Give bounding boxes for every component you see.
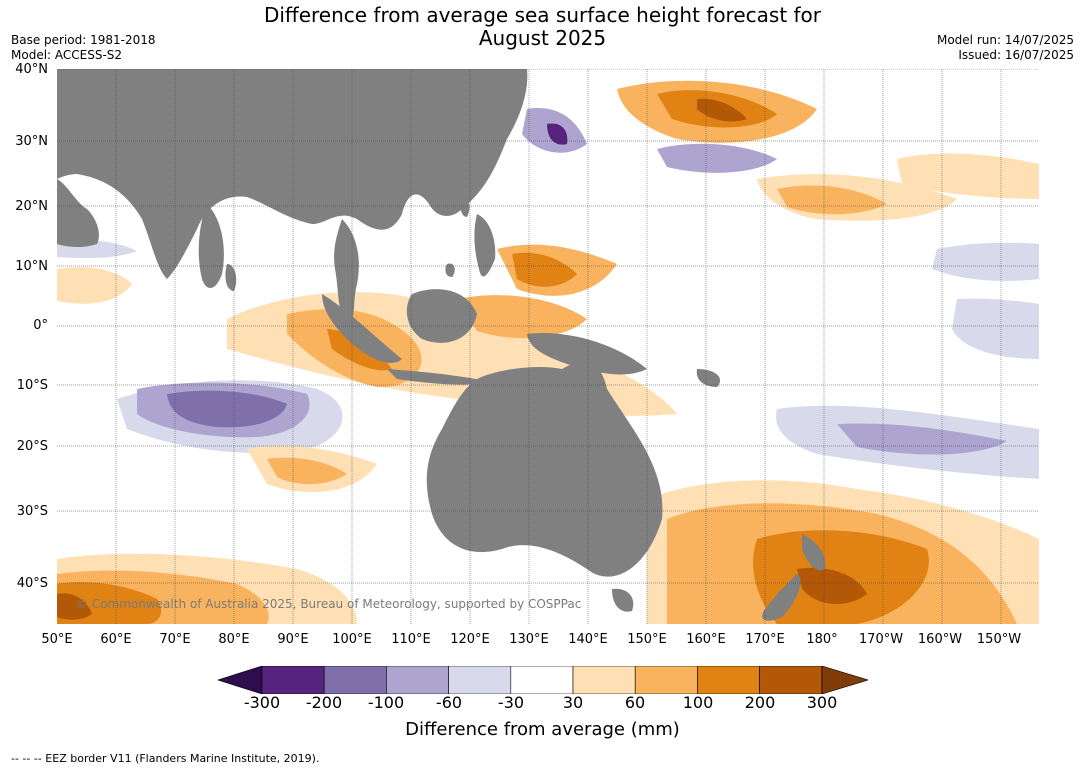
- colorbar-swatch-5: [510, 666, 574, 694]
- pos-band-60-b: [457, 295, 587, 339]
- lon-label-50e: 50°E: [41, 632, 73, 647]
- neg-east-china-core: [547, 123, 568, 145]
- lon-label-150w: 150°W: [976, 632, 1022, 647]
- lon-label-120e: 120°E: [450, 632, 490, 647]
- colorbar-swatch-3: [386, 666, 449, 694]
- pos-kuroshio-max: [697, 98, 747, 122]
- pos-south-indian-a-core: [267, 457, 347, 485]
- lon-label-180: 180°: [806, 632, 838, 647]
- meta-right: Model run: 14/07/2025 Issued: 16/07/2025: [937, 33, 1074, 63]
- india-landmass: [198, 204, 224, 289]
- lon-label-80e: 80°E: [218, 632, 250, 647]
- lat-label-40n: 40°N: [15, 62, 48, 77]
- colorbar-swatch-9: [759, 666, 823, 694]
- colorbar: [218, 666, 868, 694]
- lat-label-30n: 30°N: [15, 134, 48, 149]
- colorbar-tick-8: 100: [682, 693, 714, 712]
- neg-equatorial-east: [952, 298, 1039, 359]
- lon-label-130e: 130°E: [509, 632, 549, 647]
- model-run: Model run: 14/07/2025: [936, 33, 1074, 47]
- meta-left: Base period: 1981-2018 Model: ACCESS-S2: [11, 33, 156, 63]
- eez-footnote: -- -- -- EEZ border V11 (Flanders Marine…: [11, 752, 320, 765]
- lat-label-10n: 10°N: [15, 259, 48, 274]
- anomaly-field: [57, 80, 1039, 624]
- pos-southern-ocean-200: [57, 593, 92, 620]
- lon-label-110e: 110°E: [391, 632, 431, 647]
- pos-arabian-sea: [57, 267, 132, 304]
- pos-npac-east: [897, 153, 1039, 199]
- lon-label-90e: 90°E: [277, 632, 309, 647]
- colorbar-label: Difference from average (mm): [405, 719, 680, 740]
- lat-label-30s: 30°S: [16, 504, 48, 519]
- colorbar-tick-3: -100: [367, 693, 405, 712]
- lon-label-140e: 140°E: [568, 632, 608, 647]
- colorbar-swatch-7: [634, 666, 698, 694]
- malay-peninsula-landmass: [334, 219, 359, 324]
- lon-label-160w: 160°W: [917, 632, 963, 647]
- colorbar-tick-5: -30: [497, 693, 525, 712]
- map-area[interactable]: [57, 69, 1039, 624]
- colorbar-tick-9: 200: [744, 693, 776, 712]
- neg-npac-east: [932, 242, 1039, 281]
- sumatra-landmass: [322, 294, 402, 363]
- colorbar-tick-2: -200: [305, 693, 343, 712]
- colorbar-tick-4: -60: [435, 693, 463, 712]
- colorbar-swatch-2: [323, 666, 387, 694]
- lat-label-0: 0°: [33, 318, 48, 333]
- colorbar-swatch-8: [697, 666, 760, 694]
- colorbar-tick-1: -300: [243, 693, 281, 712]
- lon-label-160e: 160°E: [686, 632, 726, 647]
- borneo-landmass: [406, 289, 477, 343]
- colorbar-tick-10: 300: [806, 693, 838, 712]
- chart-title: Difference from average sea surface heig…: [0, 4, 1085, 50]
- base-period: Base period: 1981-2018: [11, 33, 156, 47]
- lon-label-70e: 70°E: [159, 632, 191, 647]
- neg-south-pacific-core: [837, 423, 1007, 455]
- colorbar-extend-high: [821, 666, 868, 694]
- pos-tasman-200: [797, 567, 867, 605]
- sri-lanka-landmass: [225, 264, 237, 291]
- lat-label-20n: 20°N: [15, 199, 48, 214]
- lon-label-60e: 60°E: [100, 632, 132, 647]
- map-svg: [57, 69, 1039, 624]
- colorbar-swatch-4: [448, 666, 512, 694]
- title-line-2: August 2025: [478, 26, 607, 50]
- colorbar-extend-low: [218, 666, 263, 694]
- new-guinea-landmass: [527, 333, 647, 375]
- small-island-a: [445, 263, 455, 277]
- lon-label-150e: 150°E: [627, 632, 667, 647]
- colorbar-swatch-1: [261, 666, 325, 694]
- colorbar-swatch-6: [572, 666, 636, 694]
- lat-label-40s: 40°S: [16, 576, 48, 591]
- colorbar-tick-7: 60: [624, 693, 646, 712]
- pos-philippine-sea-core: [512, 252, 577, 287]
- neg-npac-a: [657, 143, 777, 173]
- issued-date: Issued: 16/07/2025: [958, 48, 1074, 62]
- tasmania-landmass: [612, 588, 634, 612]
- new-zealand-north-landmass: [802, 534, 826, 571]
- neg-south-indian-100: [167, 390, 287, 428]
- copyright-notice: © Commonwealth of Australia 2025, Bureau…: [76, 597, 582, 611]
- asia-landmass: [57, 69, 528, 279]
- lon-label-170e: 170°E: [745, 632, 785, 647]
- lon-label-170w: 170°W: [858, 632, 904, 647]
- pos-npac-band-core: [777, 185, 887, 215]
- title-line-1: Difference from average sea surface heig…: [263, 3, 822, 27]
- land-masses: [57, 69, 826, 621]
- graticule: [57, 69, 1039, 624]
- small-island-b: [696, 369, 721, 387]
- philippines-landmass: [474, 214, 496, 277]
- new-zealand-south-landmass: [762, 574, 801, 621]
- lat-label-10s: 10°S: [16, 378, 48, 393]
- colorbar-tick-6: 30: [562, 693, 584, 712]
- arabia-landmass: [57, 179, 99, 248]
- java-landmass: [387, 369, 487, 385]
- australia-landmass: [426, 361, 663, 577]
- model-name: Model: ACCESS-S2: [11, 48, 123, 62]
- lat-label-20s: 20°S: [16, 439, 48, 454]
- taiwan-landmass: [460, 198, 470, 217]
- lon-label-100e: 100°E: [332, 632, 372, 647]
